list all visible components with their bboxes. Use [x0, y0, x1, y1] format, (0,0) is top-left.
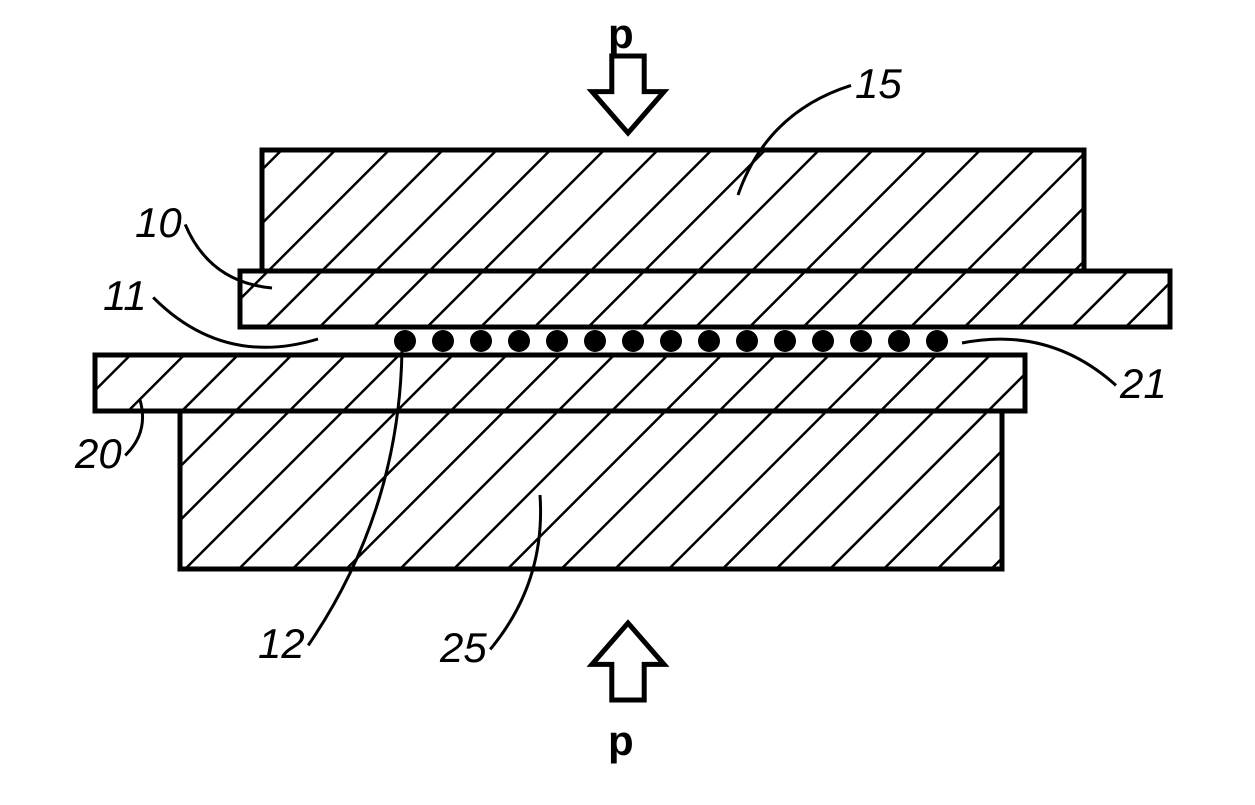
- force-arrow-top: [592, 56, 664, 133]
- particle-row: [394, 330, 948, 352]
- top-plate: [262, 150, 1084, 271]
- force-label-top: p: [608, 10, 634, 57]
- svg-text:25: 25: [439, 624, 487, 671]
- bottom-plate: [180, 411, 1002, 569]
- svg-text:11: 11: [103, 272, 147, 319]
- force-label-bottom: p: [608, 717, 634, 764]
- svg-text:20: 20: [74, 430, 122, 477]
- lower-sheet: [95, 355, 1025, 411]
- svg-text:15: 15: [855, 60, 902, 107]
- svg-text:12: 12: [258, 620, 305, 667]
- force-arrow-bottom: [592, 623, 664, 700]
- upper-sheet: [240, 271, 1170, 327]
- svg-text:21: 21: [1119, 360, 1167, 407]
- svg-text:10: 10: [135, 199, 182, 246]
